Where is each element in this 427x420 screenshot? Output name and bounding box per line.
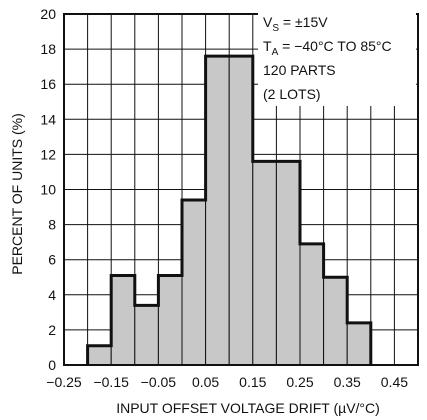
y-axis-title: PERCENT OF UNITS (%) xyxy=(9,113,25,275)
x-tick-label: 0.35 xyxy=(334,374,361,390)
x-tick-label: 0.05 xyxy=(192,374,219,390)
x-axis-ticks: −0.25 −0.15 −0.05 0.05 0.15 0.25 0.35 0.45 xyxy=(46,374,408,390)
histogram-bar xyxy=(87,345,112,366)
y-tick-label: 6 xyxy=(48,252,56,268)
x-axis-title: INPUT OFFSET VOLTAGE DRIFT (µV/°C) xyxy=(116,400,380,416)
y-axis-ticks: 0 2 4 6 8 10 12 14 16 18 20 xyxy=(40,6,56,373)
annotation-background xyxy=(258,12,416,106)
y-tick-label: 2 xyxy=(48,322,56,338)
x-tick-label: −0.05 xyxy=(141,374,177,390)
histogram-bars xyxy=(86,54,373,366)
x-tick-label: −0.25 xyxy=(46,374,82,390)
histogram-bar xyxy=(346,322,372,366)
x-tick-label: −0.15 xyxy=(93,374,129,390)
x-tick-label: 0.15 xyxy=(239,374,266,390)
histogram-bar xyxy=(323,276,348,366)
plot-frame xyxy=(63,13,419,366)
histogram-bar xyxy=(157,274,183,366)
annotation-temperature: TA = −40°C TO 85°C xyxy=(263,38,392,58)
y-tick-label: 8 xyxy=(48,217,56,233)
histogram-bar xyxy=(299,243,325,366)
histogram-bar xyxy=(228,55,254,366)
y-tick-label: 4 xyxy=(48,287,56,303)
histogram-bar xyxy=(252,160,277,366)
x-tick-label: 0.25 xyxy=(286,374,313,390)
y-tick-label: 0 xyxy=(48,357,56,373)
histogram-bar xyxy=(275,160,301,366)
annotation-lots: (2 LOTS) xyxy=(263,86,321,102)
y-tick-label: 16 xyxy=(40,76,56,92)
annotation-supply: VS = ±15V xyxy=(263,14,328,34)
y-tick-label: 20 xyxy=(40,6,56,22)
y-tick-label: 12 xyxy=(40,146,56,162)
histogram-bar xyxy=(110,274,136,366)
x-tick-label: 0.45 xyxy=(381,374,408,390)
histogram-bar xyxy=(134,304,159,366)
y-tick-label: 14 xyxy=(40,111,56,127)
histogram-bar xyxy=(181,199,207,366)
annotation-parts: 120 PARTS xyxy=(263,62,336,78)
y-tick-label: 10 xyxy=(40,182,56,198)
histogram-bar xyxy=(205,55,230,366)
y-tick-label: 18 xyxy=(40,41,56,57)
histogram-outline xyxy=(86,54,373,365)
conditions-annotation: VS = ±15V TA = −40°C TO 85°C 120 PARTS (… xyxy=(258,12,416,106)
